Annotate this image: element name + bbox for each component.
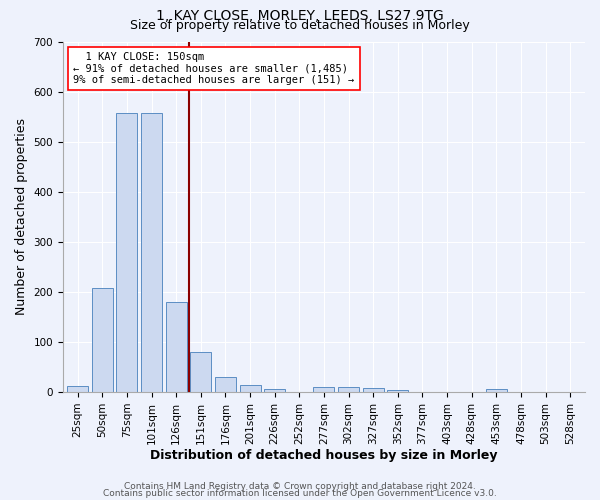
Y-axis label: Number of detached properties: Number of detached properties [15,118,28,316]
Bar [190,352,211,392]
Bar [166,302,187,392]
Bar [264,388,285,392]
Text: Size of property relative to detached houses in Morley: Size of property relative to detached ho… [130,19,470,32]
Bar [363,388,383,392]
Bar [215,377,236,392]
Bar [388,390,408,392]
Text: Contains public sector information licensed under the Open Government Licence v3: Contains public sector information licen… [103,489,497,498]
X-axis label: Distribution of detached houses by size in Morley: Distribution of detached houses by size … [150,450,498,462]
Text: 1 KAY CLOSE: 150sqm  
← 91% of detached houses are smaller (1,485)
9% of semi-de: 1 KAY CLOSE: 150sqm ← 91% of detached ho… [73,52,355,85]
Bar [313,387,334,392]
Text: 1, KAY CLOSE, MORLEY, LEEDS, LS27 9TG: 1, KAY CLOSE, MORLEY, LEEDS, LS27 9TG [156,9,444,23]
Bar [239,385,260,392]
Bar [486,388,507,392]
Text: Contains HM Land Registry data © Crown copyright and database right 2024.: Contains HM Land Registry data © Crown c… [124,482,476,491]
Bar [67,386,88,392]
Bar [116,113,137,392]
Bar [92,288,113,392]
Bar [338,387,359,392]
Bar [141,113,162,392]
